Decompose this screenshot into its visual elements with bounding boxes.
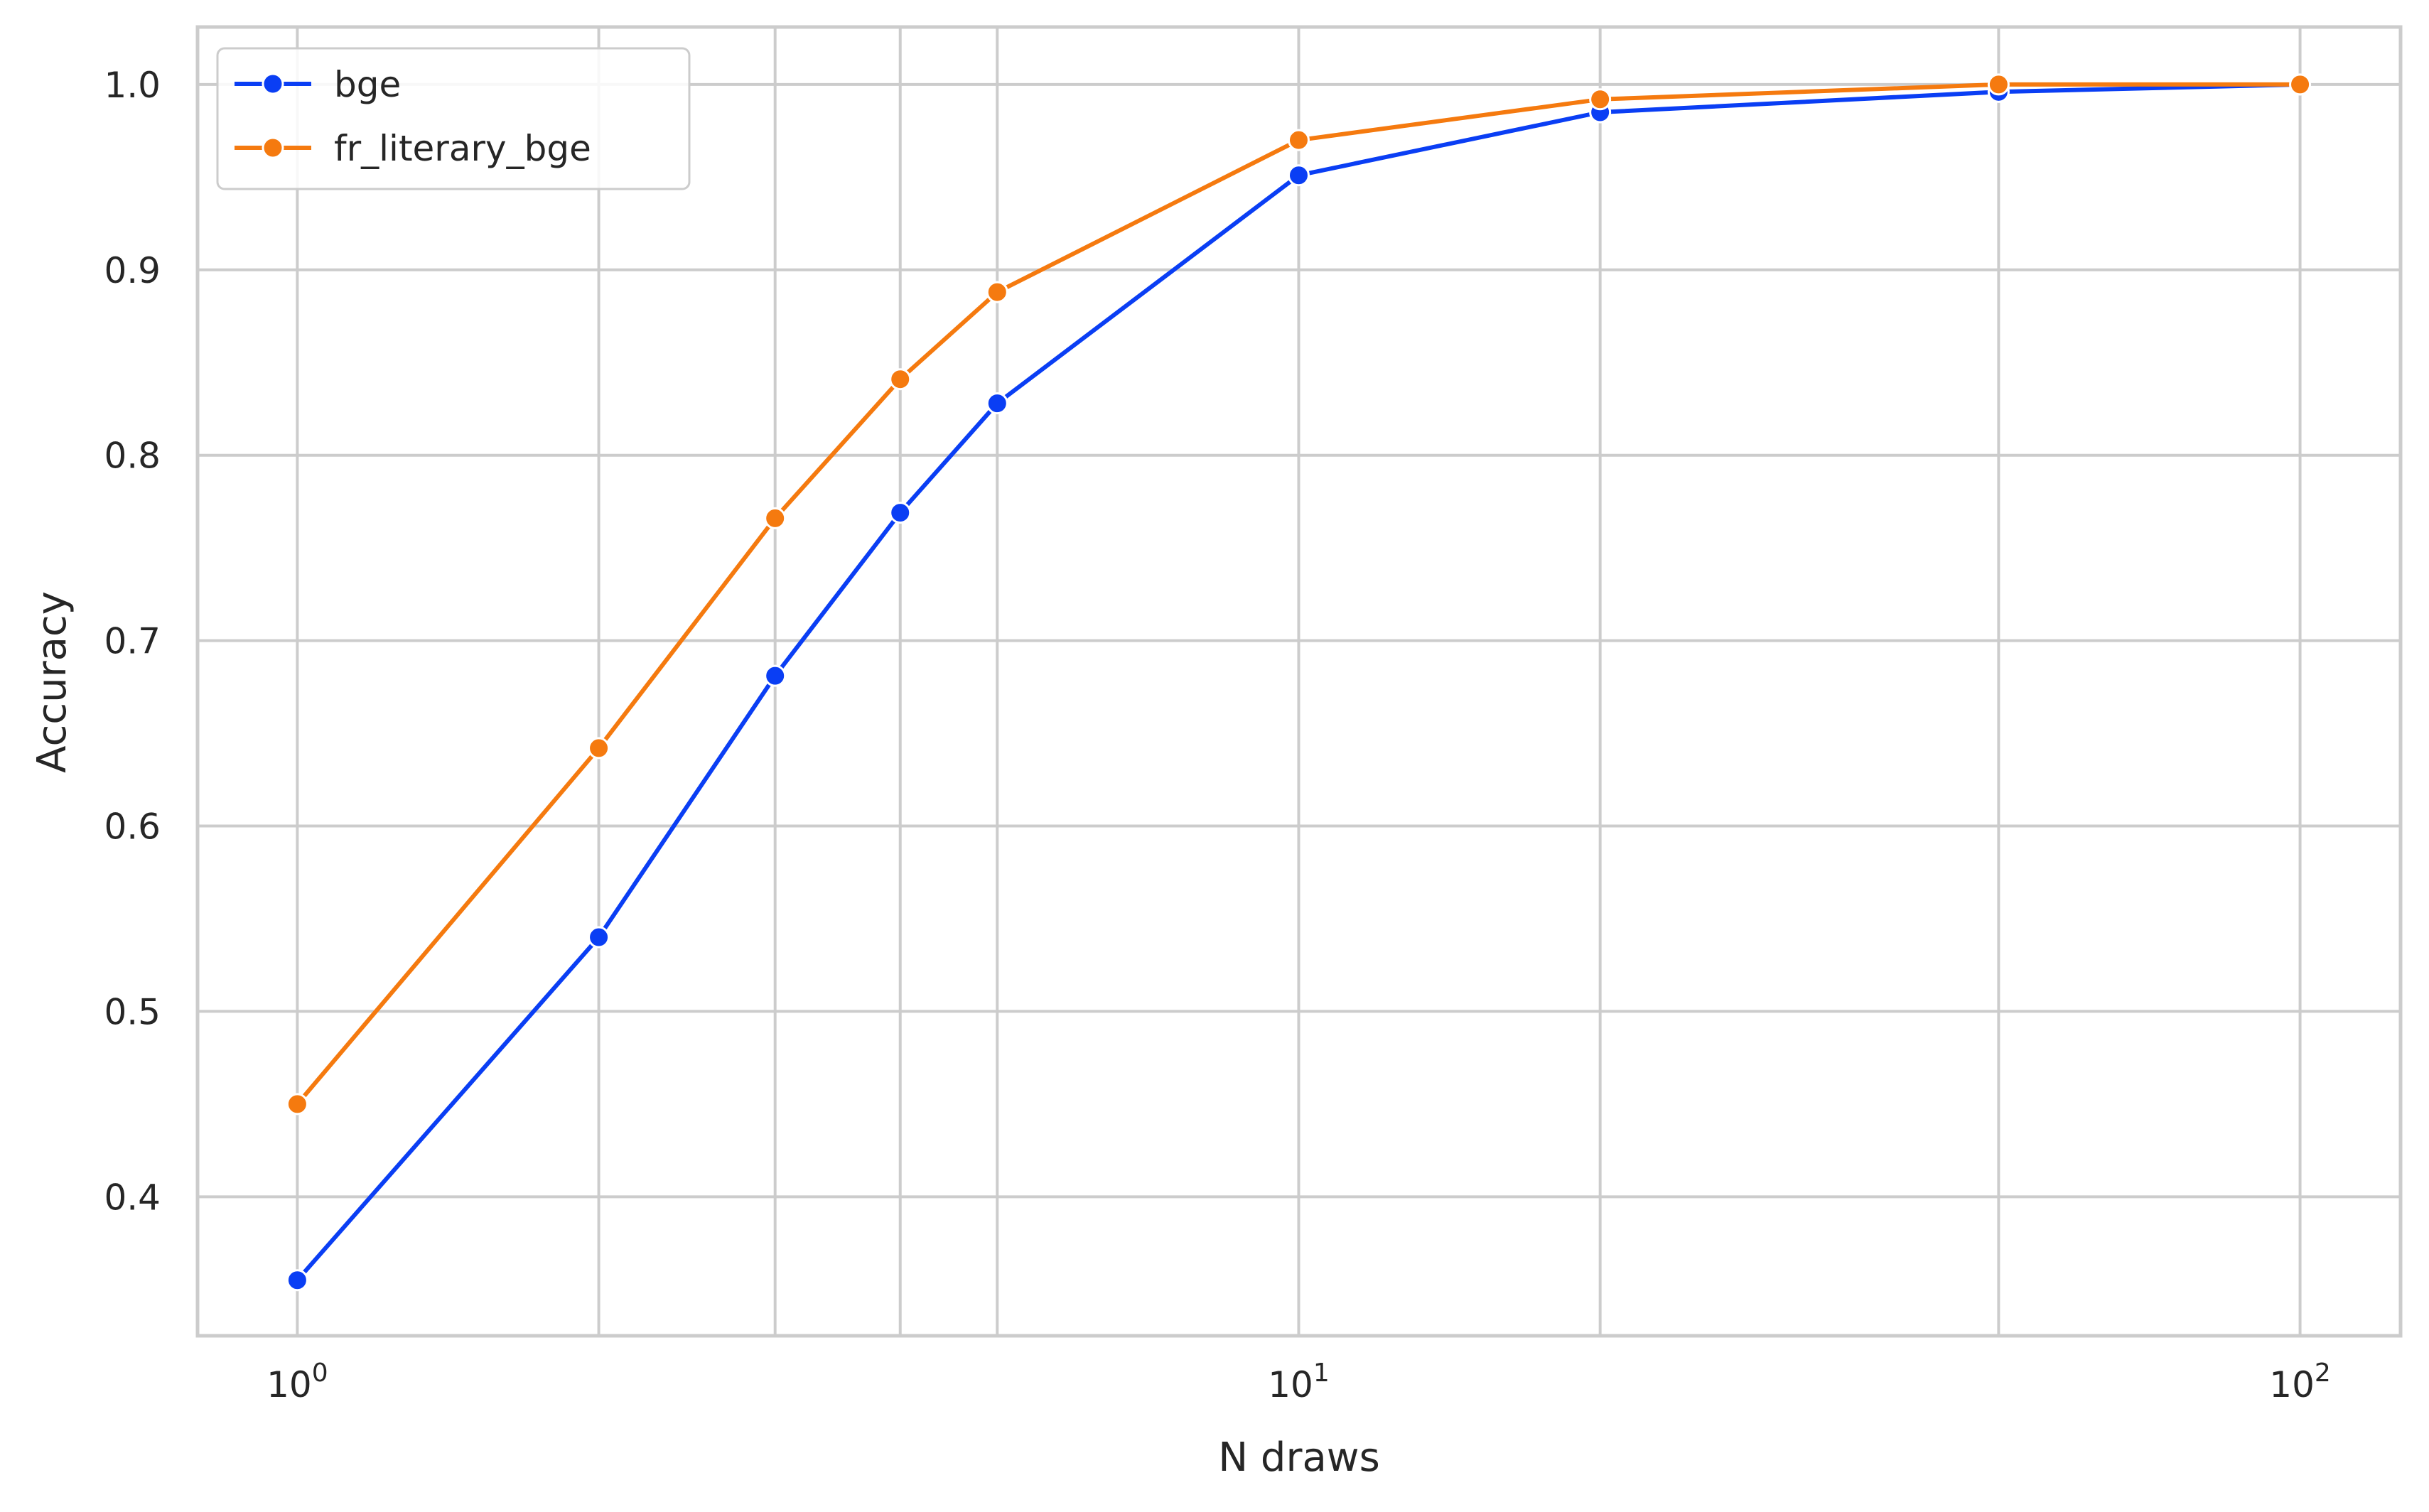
grid [198,27,2401,1336]
legend: bge fr_literary_bge [216,47,691,190]
data-point-bge [1287,164,1310,187]
data-point-fr-literary-bge [1287,129,1310,151]
series-group [286,73,2312,1292]
tick-labels: 0.4 0.5 0.6 0.7 0.8 0.9 1.0 100 101 102 [104,65,2330,1405]
data-point-bge [588,926,610,949]
legend-box [216,47,691,190]
legend-label-fr-literary-bge: fr_literary_bge [334,128,591,169]
y-tick-label: 0.8 [104,436,161,477]
legend-marker-fr-literary-bge [262,136,284,159]
y-tick-label: 0.4 [104,1177,161,1218]
data-point-fr-literary-bge [764,507,787,529]
x-tick-label: 102 [2269,1359,2331,1405]
data-point-bge [764,664,787,687]
data-point-fr-literary-bge [986,281,1008,303]
data-point-bge [286,1269,308,1292]
y-tick-label: 0.6 [104,806,161,848]
data-point-fr-literary-bge [286,1093,308,1116]
data-point-bge [986,392,1008,415]
data-point-fr-literary-bge [889,368,912,391]
data-point-fr-literary-bge [2289,73,2312,96]
data-point-fr-literary-bge [1589,88,1612,111]
x-tick-label: 101 [1268,1359,1330,1405]
data-point-bge [889,502,912,524]
y-tick-label: 1.0 [104,65,161,106]
y-tick-label: 0.7 [104,621,161,662]
x-axis-label: N draws [1218,1435,1380,1481]
x-tick-label: 100 [266,1359,328,1405]
y-axis-label: Accuracy [29,591,75,773]
legend-marker-bge [262,72,284,95]
y-tick-label: 0.9 [104,250,161,291]
plot-frame [195,25,2403,1338]
y-tick-label: 0.5 [104,991,161,1032]
data-point-fr-literary-bge [588,737,610,760]
legend-label-bge: bge [334,64,401,105]
data-point-fr-literary-bge [1987,73,2010,96]
